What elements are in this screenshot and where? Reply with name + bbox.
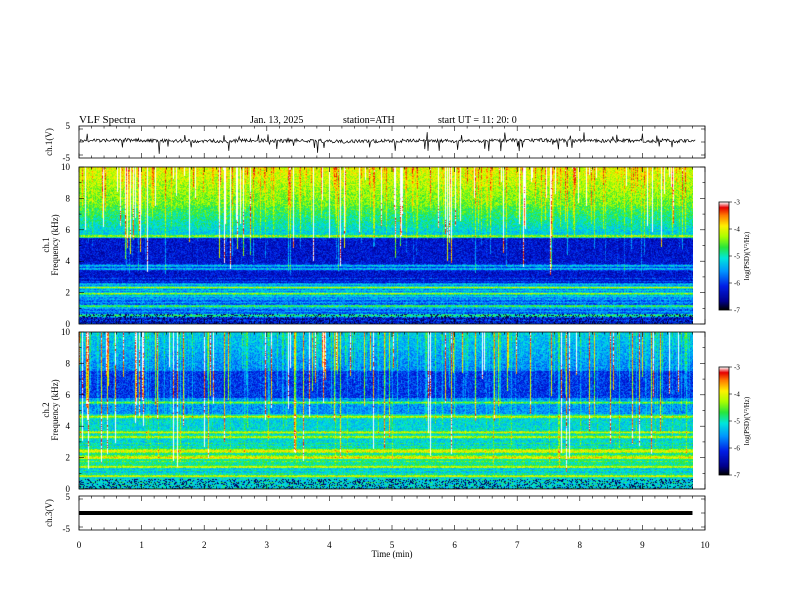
ch1-spectrogram-ticks [78,166,706,325]
ch1-channel-label: ch.1 [41,237,51,252]
ch1-waveform-ylabel: ch.1(V) [44,128,54,156]
ch1-waveform-line [79,132,696,154]
ch2-colorbar-label: log(PSD)(V²/Hz) [743,396,751,445]
ch1-colorbar-label: log(PSD)(V²/Hz) [743,231,751,280]
ch2-spectrogram-ytick-label: 4 [66,421,71,431]
ch2-colorbar-tick-label: -6 [734,445,740,453]
start-time-label: start UT = 11: 20: 0 [438,115,517,126]
ch3-waveform-panel: 5 -5 ch.3(V) [44,492,706,534]
ch1-colorbar: -3 -4 -5 -6 -7 log(PSD)(V²/Hz) [718,199,751,315]
ch1-colorbar-tick-label: -5 [734,253,740,261]
ch1-frequency-tick-labels: 0 2 4 6 8 10 [61,162,71,329]
time-axis-tick-label: 8 [578,540,583,550]
time-axis-tick-label: 10 [701,540,711,550]
ch1-spectrogram-ytick-label: 8 [66,193,71,203]
ch2-spectrogram-ytick-label: 2 [66,453,71,463]
ch1-colorbar-gradient [719,202,729,310]
ch2-spectrogram-ytick-label: 6 [66,390,71,400]
ch2-spectrogram-ytick-label: 10 [61,327,71,337]
ch1-colorbar-tick-label: -6 [734,280,740,288]
ch1-spectrogram-image [79,167,693,324]
ch1-spectrogram-ytick-label: 4 [66,256,71,266]
ch2-spectrogram-panel: 0 2 4 6 8 10 ch.2 Frequency (kHz) [41,327,706,494]
time-axis-tick-label: 7 [515,540,520,550]
ch2-colorbar-tick-label: -7 [734,472,740,480]
ch1-spectrogram-ytick-label: 10 [61,162,71,172]
ch1-spectrogram-ytick-label: 2 [66,288,71,298]
ch1-spectrogram-panel: 0 2 4 6 8 10 ch.1 Frequency (kHz) [41,162,706,329]
ch3-ytick-bottom: -5 [63,524,71,534]
time-axis-tick-label: 5 [390,540,395,550]
ch2-colorbar-tick-label: -3 [734,364,740,372]
ch2-channel-label: ch.2 [41,402,51,417]
time-axis-label: Time (min) [372,549,413,559]
ch1-ytick-top: 5 [66,121,71,131]
ch1-spectrogram-ytick-label: 0 [66,319,71,329]
ch2-colorbar-tick-label: -5 [734,418,740,426]
time-axis-tick-label: 6 [452,540,457,550]
ch2-colorbar-gradient [719,367,729,475]
ch2-colorbar-ticks: -3 -4 -5 -6 -7 [729,364,740,480]
ch1-colorbar-tick-label: -3 [734,199,740,207]
ch1-ytick-bottom: -5 [63,153,71,163]
ch1-colorbar-tick-label: -4 [734,226,740,234]
ch2-spectrogram-ticks [78,331,706,490]
station-label: station=ATH [343,115,395,126]
date-label: Jan. 13, 2025 [250,115,303,126]
time-axis-tick-label: 1 [139,540,144,550]
ch2-spectrogram-ytick-label: 0 [66,484,71,494]
ch2-frequency-tick-labels: 0 2 4 6 8 10 [61,327,71,494]
ch1-colorbar-ticks: -3 -4 -5 -6 -7 [729,199,740,315]
ch3-waveform-ylabel: ch.3(V) [44,499,54,527]
figure-title: VLF Spectra [79,114,136,126]
ch2-spectrogram-image [79,332,693,489]
time-axis-tick-label: 4 [327,540,332,550]
ch1-colorbar-tick-label: -7 [734,307,740,315]
ch1-frequency-ylabel: Frequency (kHz) [50,214,60,275]
ch1-waveform-panel: 5 -5 ch.1(V) [44,121,706,163]
time-axis-tick-label: 0 [77,540,82,550]
ch3-waveform-ticks [78,496,706,530]
time-axis-tick-label: 9 [640,540,645,550]
time-axis-tick-label: 2 [202,540,207,550]
ch1-spectrogram-ytick-label: 6 [66,225,71,235]
time-axis-tick-labels: 0 1 2 3 4 5 6 7 8 9 10 [77,540,710,550]
ch2-colorbar: -3 -4 -5 -6 -7 log(PSD)(V²/Hz) [718,364,751,480]
ch3-ytick-top: 5 [66,492,71,502]
ch2-spectrogram-ytick-label: 8 [66,358,71,368]
time-axis-tick-label: 3 [265,540,270,550]
ch2-colorbar-tick-label: -4 [734,391,740,399]
ch2-frequency-ylabel: Frequency (kHz) [50,379,60,440]
ch1-waveform-ticks [78,126,706,158]
